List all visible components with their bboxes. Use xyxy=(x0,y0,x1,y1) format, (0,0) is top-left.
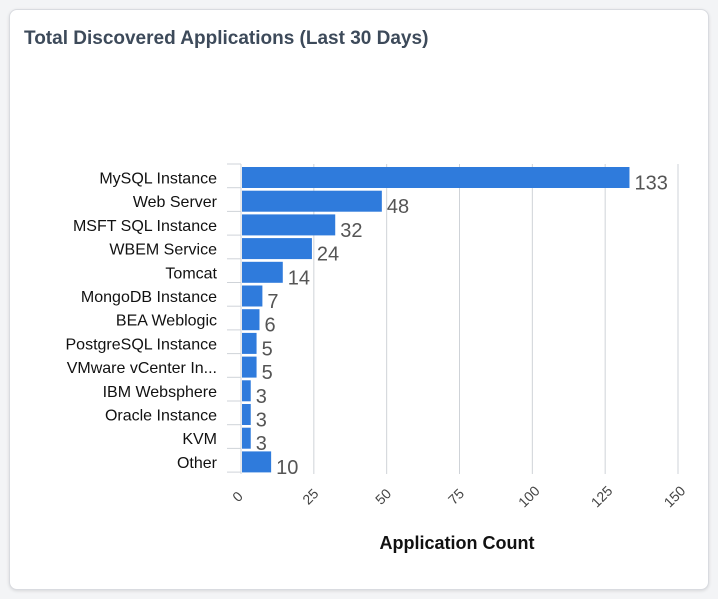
bar[interactable] xyxy=(242,380,251,402)
value-label: 10 xyxy=(276,457,298,479)
category-label: VMware vCenter In... xyxy=(67,360,217,377)
value-label: 5 xyxy=(262,362,273,384)
value-label: 6 xyxy=(264,315,275,337)
bar[interactable] xyxy=(242,332,257,354)
bar[interactable] xyxy=(242,238,312,260)
category-label: Oracle Instance xyxy=(105,408,217,425)
value-label: 24 xyxy=(317,244,339,266)
bar[interactable] xyxy=(242,404,251,425)
bar[interactable] xyxy=(242,356,257,378)
x-tick-label: 150 xyxy=(661,482,689,510)
category-label: Other xyxy=(177,455,218,472)
category-label: IBM Websphere xyxy=(103,384,218,401)
value-label: 5 xyxy=(262,338,273,360)
value-label: 3 xyxy=(256,410,267,432)
grid-lines xyxy=(227,163,679,474)
category-label: MSFT SQL Instance xyxy=(73,218,217,235)
x-tick-label: 100 xyxy=(515,482,543,510)
value-label: 7 xyxy=(267,291,278,313)
category-label: MongoDB Instance xyxy=(81,289,217,306)
x-tick-label: 125 xyxy=(588,482,616,510)
x-tick-labels: 0 25 50 75 100 125 150 xyxy=(229,482,688,510)
x-tick-label: 0 xyxy=(229,488,246,505)
category-labels: MySQL Instance Web Server MSFT SQL Instanc… xyxy=(66,171,218,472)
bar[interactable] xyxy=(242,167,630,188)
category-label: WBEM Service xyxy=(109,242,217,259)
value-label: 3 xyxy=(256,386,267,408)
x-tick-label: 75 xyxy=(445,485,467,507)
category-label: Web Server xyxy=(133,194,218,211)
category-label: MySQL Instance xyxy=(99,171,217,188)
bar[interactable] xyxy=(242,261,283,283)
x-tick-label: 25 xyxy=(299,485,321,507)
category-label: Tomcat xyxy=(165,265,217,282)
bars xyxy=(242,167,630,473)
value-label: 48 xyxy=(387,196,409,218)
value-label: 3 xyxy=(256,433,267,455)
category-label: PostgreSQL Instance xyxy=(66,336,218,353)
bar[interactable] xyxy=(242,427,251,449)
bar[interactable] xyxy=(242,451,272,473)
category-label: BEA Weblogic xyxy=(116,313,217,330)
chart-card: Total Discovered Applications (Last 30 D… xyxy=(9,9,709,590)
value-label: 133 xyxy=(634,173,667,195)
value-label: 14 xyxy=(288,267,310,289)
bar[interactable] xyxy=(242,214,336,236)
chart-title: Total Discovered Applications (Last 30 D… xyxy=(24,28,429,49)
value-label: 32 xyxy=(340,220,362,242)
x-tick-label: 50 xyxy=(372,485,394,507)
bar[interactable] xyxy=(242,309,260,331)
bar[interactable] xyxy=(242,190,382,212)
x-axis-title: Application Count xyxy=(380,533,535,553)
category-label: KVM xyxy=(182,431,217,448)
bar[interactable] xyxy=(242,285,263,307)
